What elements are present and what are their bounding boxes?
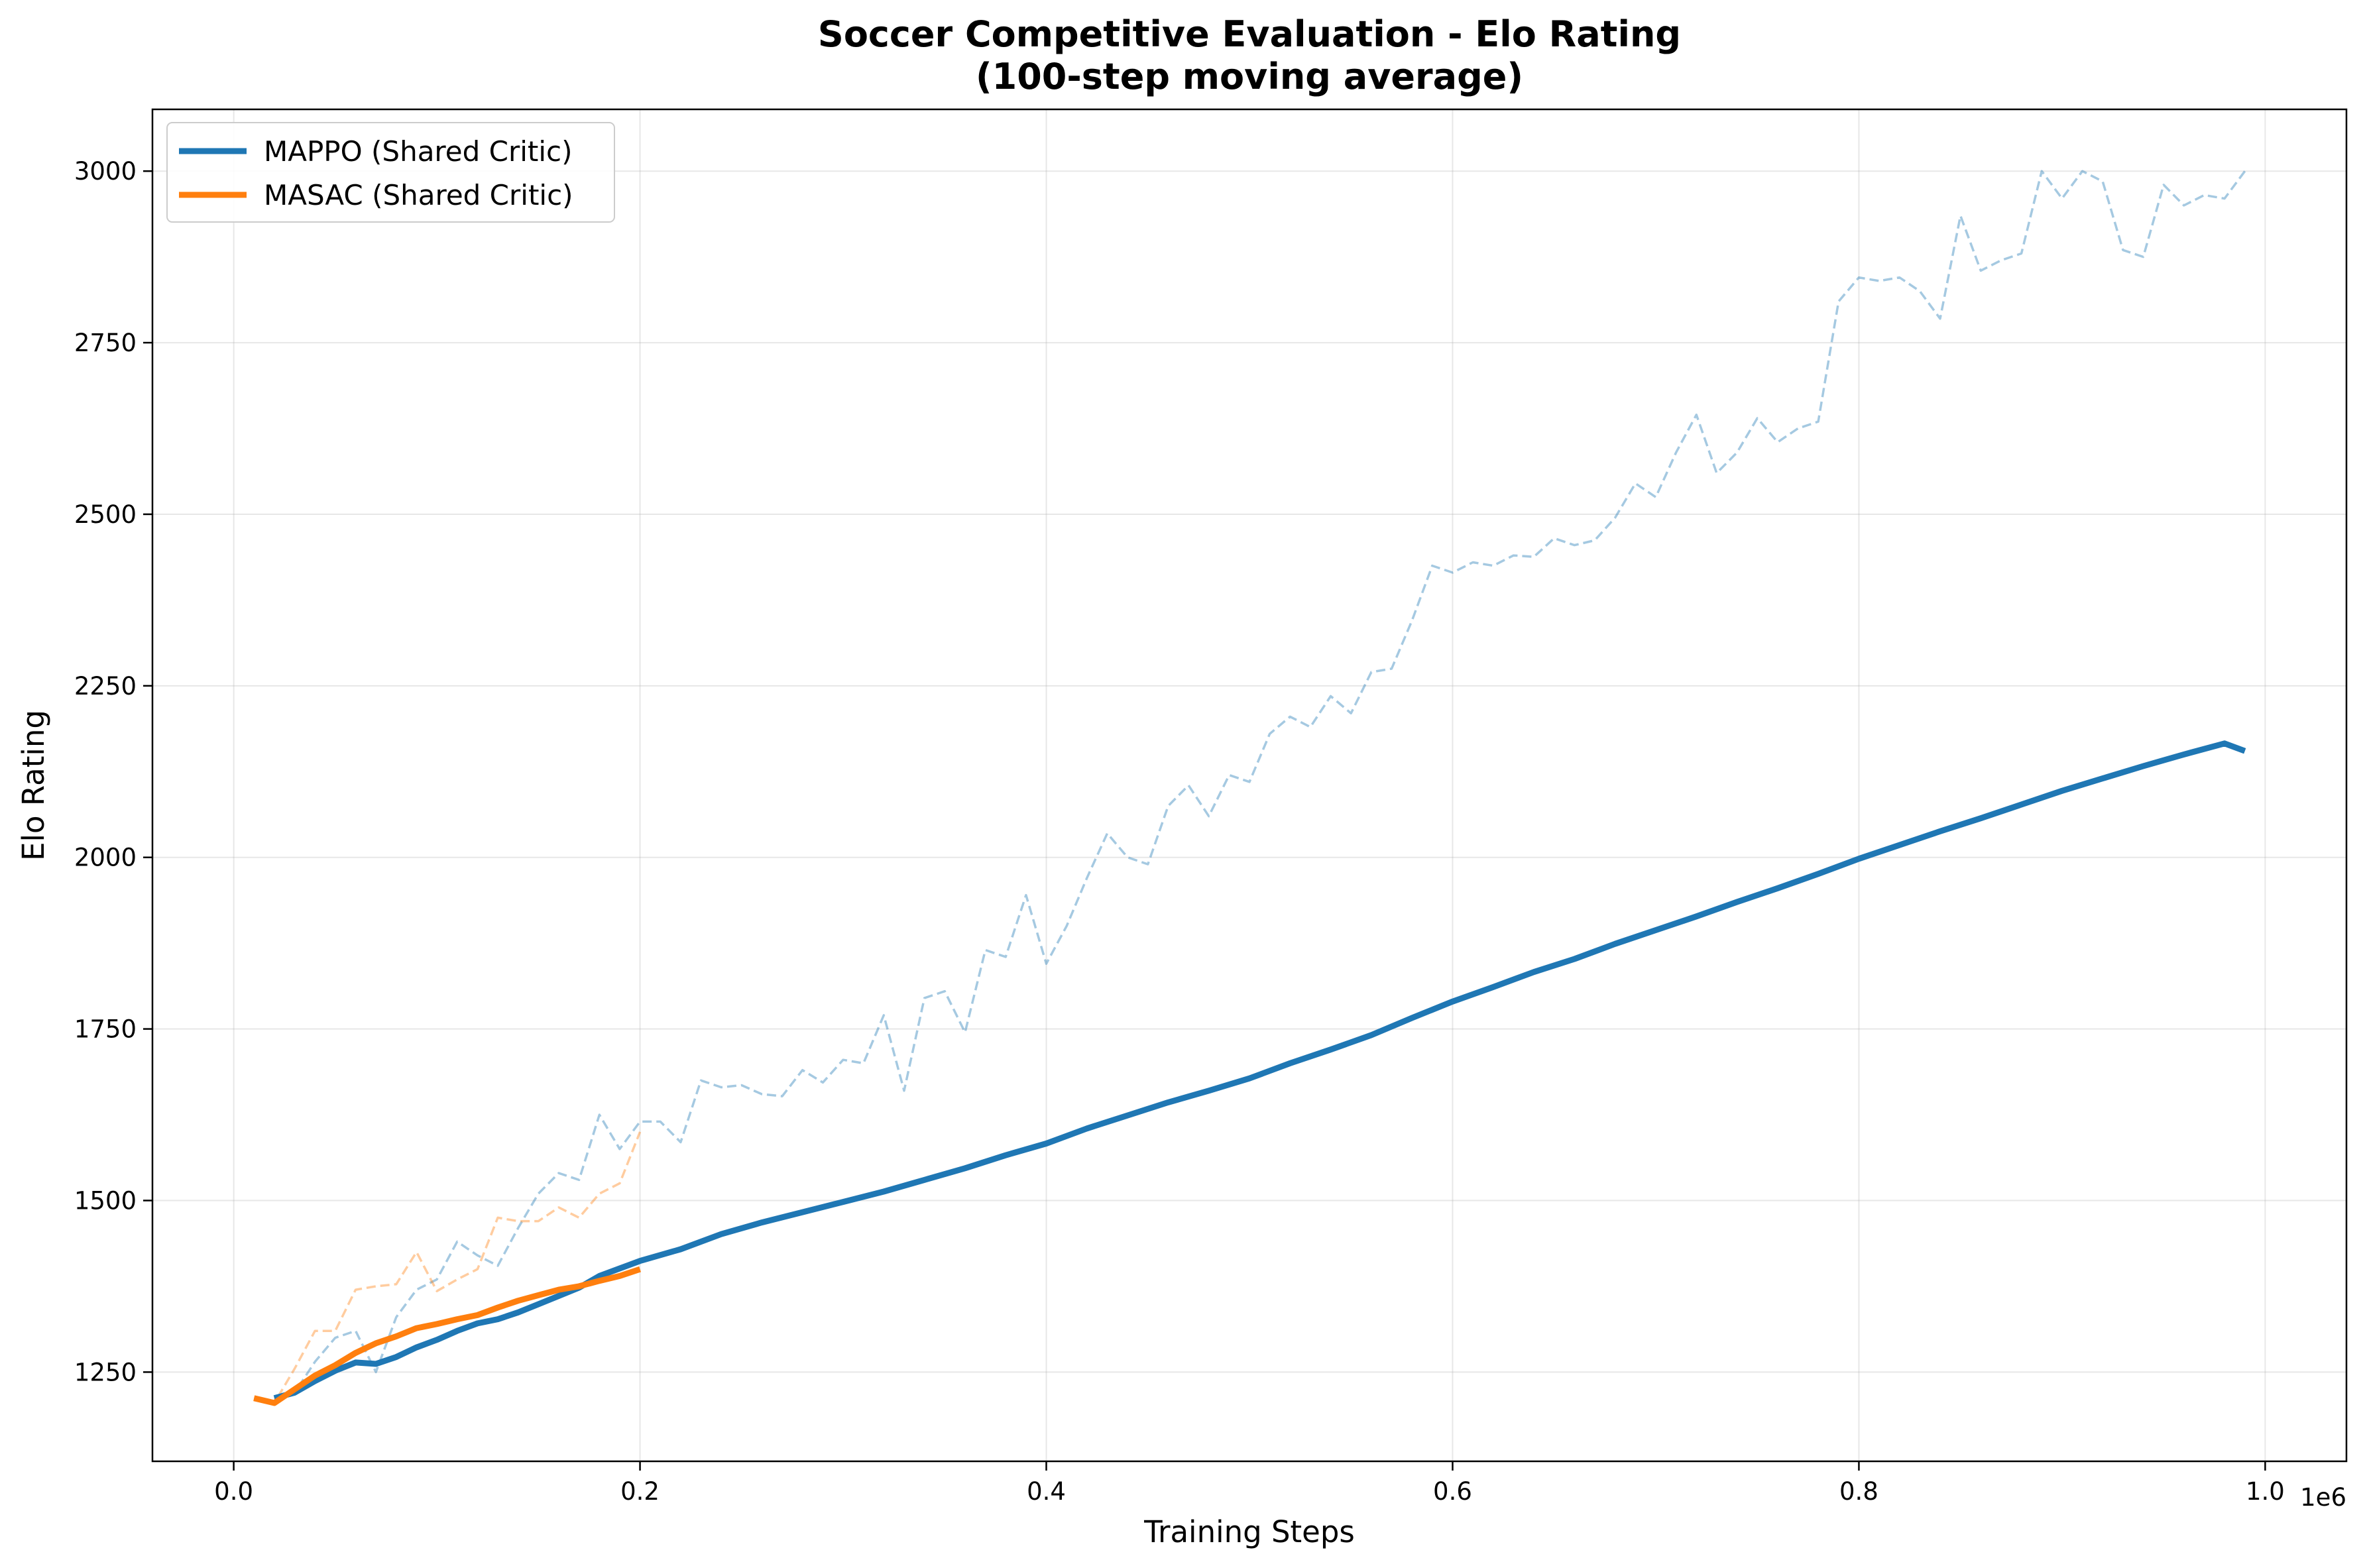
series-line-mappo bbox=[273, 740, 2246, 1402]
y-tick-label: 1750 bbox=[74, 1015, 137, 1044]
y-tick-label: 2750 bbox=[74, 329, 137, 357]
plot-area bbox=[253, 170, 2246, 1406]
legend: MAPPO (Shared Critic) MASAC (Shared Crit… bbox=[166, 122, 615, 223]
x-axis-offset-label: 1e6 bbox=[2300, 1483, 2346, 1512]
legend-label-masac: MASAC (Shared Critic) bbox=[264, 179, 573, 211]
x-tick-label: 0.6 bbox=[1433, 1477, 1472, 1506]
y-tick-label: 2000 bbox=[74, 844, 137, 872]
chart-subtitle: (100-step moving average) bbox=[976, 56, 1523, 97]
series-raw-line-mappo bbox=[274, 170, 2246, 1400]
chart-title: Soccer Competitive Evaluation - Elo Rati… bbox=[818, 13, 1681, 55]
y-axis-label: Elo Rating bbox=[16, 710, 51, 861]
y-tick-label: 1500 bbox=[74, 1186, 137, 1215]
x-tick-label: 0.8 bbox=[1839, 1477, 1878, 1506]
y-tick-label: 3000 bbox=[74, 157, 137, 186]
legend-label-mappo: MAPPO (Shared Critic) bbox=[264, 135, 573, 168]
y-tick-label: 2250 bbox=[74, 672, 137, 700]
y-tick-label: 2500 bbox=[74, 500, 137, 529]
y-tick-label: 1250 bbox=[74, 1358, 137, 1386]
x-tick-label: 0.2 bbox=[620, 1477, 660, 1506]
x-tick-label: 0.0 bbox=[214, 1477, 253, 1506]
x-tick-label: 0.4 bbox=[1027, 1477, 1066, 1506]
series-raw-line-masac bbox=[253, 1131, 642, 1404]
x-axis-label: Training Steps bbox=[1143, 1514, 1355, 1549]
series-line-masac bbox=[253, 1266, 642, 1406]
grid bbox=[152, 109, 2346, 1461]
axis-ticks: 0.0 0.2 0.4 0.6 0.8 1.0 1250 1500 1750 2000 2250 25… bbox=[74, 157, 2285, 1506]
x-tick-label: 1.0 bbox=[2246, 1477, 2285, 1506]
axes-frame bbox=[151, 108, 2348, 1463]
legend-box bbox=[166, 122, 615, 223]
